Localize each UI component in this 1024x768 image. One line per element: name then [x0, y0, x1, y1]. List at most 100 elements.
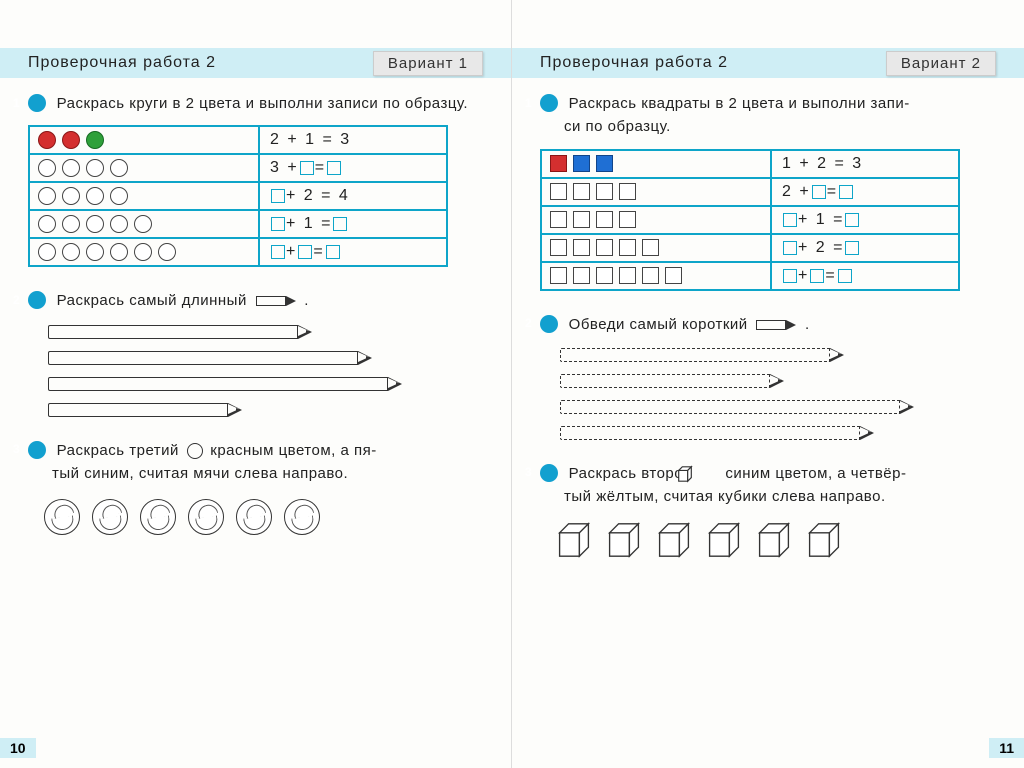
shapes-cell — [542, 263, 772, 289]
square-icon[interactable] — [550, 239, 567, 256]
circle-icon[interactable] — [38, 215, 56, 233]
square-icon[interactable] — [573, 239, 590, 256]
task-1-text: 1 Раскрась круги в 2 цвета и выполни зап… — [28, 92, 483, 115]
task-2-text: 2 Обведи самый короткий . — [540, 313, 996, 336]
cubes-row — [540, 522, 996, 558]
square-icon[interactable] — [573, 211, 590, 228]
ball[interactable] — [44, 499, 80, 535]
cube[interactable] — [656, 522, 692, 558]
circle-icon[interactable] — [134, 243, 152, 261]
shapes-cell — [30, 155, 260, 181]
header-title: Проверочная работа 2 — [540, 54, 728, 72]
pencil[interactable] — [48, 351, 358, 365]
pencil[interactable] — [560, 374, 770, 388]
ball[interactable] — [236, 499, 272, 535]
square-icon[interactable] — [596, 183, 613, 200]
circle-icon[interactable] — [158, 243, 176, 261]
blank-box[interactable] — [783, 269, 797, 283]
circle-icon[interactable] — [62, 215, 80, 233]
task-2-b: . — [805, 316, 810, 333]
cube[interactable] — [806, 522, 842, 558]
blank-box[interactable] — [810, 269, 824, 283]
square-icon[interactable] — [642, 239, 659, 256]
blank-box[interactable] — [845, 213, 859, 227]
blank-box[interactable] — [271, 245, 285, 259]
blank-box[interactable] — [333, 217, 347, 231]
blank-box[interactable] — [783, 213, 797, 227]
circle-icon[interactable] — [38, 243, 56, 261]
cube[interactable] — [706, 522, 742, 558]
square-icon[interactable] — [573, 183, 590, 200]
square-icon[interactable] — [550, 211, 567, 228]
circle-icon[interactable] — [86, 187, 104, 205]
blank-box[interactable] — [812, 185, 826, 199]
task-1-body: Раскрась круги в 2 цвета и выполни запис… — [57, 95, 468, 112]
blank-box[interactable] — [839, 185, 853, 199]
ball[interactable] — [188, 499, 224, 535]
pencil[interactable] — [560, 400, 900, 414]
circle-icon[interactable] — [110, 187, 128, 205]
circle-icon[interactable] — [62, 187, 80, 205]
square-icon[interactable] — [596, 211, 613, 228]
circle-icon[interactable] — [38, 187, 56, 205]
blank-box[interactable] — [327, 161, 341, 175]
square-icon[interactable] — [619, 211, 636, 228]
blank-box[interactable] — [838, 269, 852, 283]
blank-box[interactable] — [271, 189, 285, 203]
pencil[interactable] — [48, 403, 228, 417]
circle-icon[interactable] — [38, 159, 56, 177]
table-row: + 1 = — [542, 205, 958, 233]
task-3-a: Раскрась третий — [57, 442, 179, 459]
ball-icon — [187, 443, 203, 459]
page-number: 11 — [989, 738, 1024, 758]
task-2-a: Обведи самый короткий — [569, 316, 748, 333]
square-icon[interactable] — [573, 267, 590, 284]
square-icon[interactable] — [619, 239, 636, 256]
table-row: 3 + = — [30, 153, 446, 181]
cube[interactable] — [606, 522, 642, 558]
square-icon[interactable] — [642, 267, 659, 284]
table-row: 2 + 1 = 3 — [30, 127, 446, 153]
blank-box[interactable] — [298, 245, 312, 259]
blank-box[interactable] — [271, 217, 285, 231]
task-1-text: 1 Раскрась квадраты в 2 цвета и выполни … — [540, 92, 996, 139]
task-num-badge: 3 — [540, 464, 558, 482]
square-icon[interactable] — [665, 267, 682, 284]
ball[interactable] — [284, 499, 320, 535]
circle-icon[interactable] — [62, 243, 80, 261]
blank-box[interactable] — [845, 241, 859, 255]
cube[interactable] — [556, 522, 592, 558]
ball[interactable] — [140, 499, 176, 535]
pencil[interactable] — [48, 377, 388, 391]
task-3-text: 3 Раскрась третий красным цветом, а пя- … — [28, 439, 483, 486]
circle-icon[interactable] — [86, 215, 104, 233]
task-3: 3 Раскрась второй синим цветом, а четвёр… — [540, 462, 996, 559]
page-right: Проверочная работа 2 Вариант 2 1 Раскрас… — [512, 0, 1024, 768]
blank-box[interactable] — [300, 161, 314, 175]
pencil[interactable] — [48, 325, 298, 339]
circle-icon[interactable] — [110, 159, 128, 177]
square-icon[interactable] — [619, 267, 636, 284]
pencil[interactable] — [560, 348, 830, 362]
square-icon — [550, 155, 567, 172]
circle-icon[interactable] — [110, 243, 128, 261]
pencil[interactable] — [560, 426, 860, 440]
square-icon[interactable] — [596, 267, 613, 284]
blank-box[interactable] — [326, 245, 340, 259]
circle-icon[interactable] — [86, 159, 104, 177]
ball[interactable] — [92, 499, 128, 535]
task-num-badge: 3 — [28, 441, 46, 459]
blank-box[interactable] — [783, 241, 797, 255]
square-icon[interactable] — [550, 267, 567, 284]
square-icon[interactable] — [596, 239, 613, 256]
balls-row — [28, 499, 483, 535]
square-icon[interactable] — [550, 183, 567, 200]
circle-icon[interactable] — [134, 215, 152, 233]
circle-icon[interactable] — [110, 215, 128, 233]
square-icon[interactable] — [619, 183, 636, 200]
task-num-badge: 2 — [540, 315, 558, 333]
cube[interactable] — [756, 522, 792, 558]
header: Проверочная работа 2 Вариант 2 — [512, 48, 1024, 78]
circle-icon[interactable] — [86, 243, 104, 261]
circle-icon[interactable] — [62, 159, 80, 177]
